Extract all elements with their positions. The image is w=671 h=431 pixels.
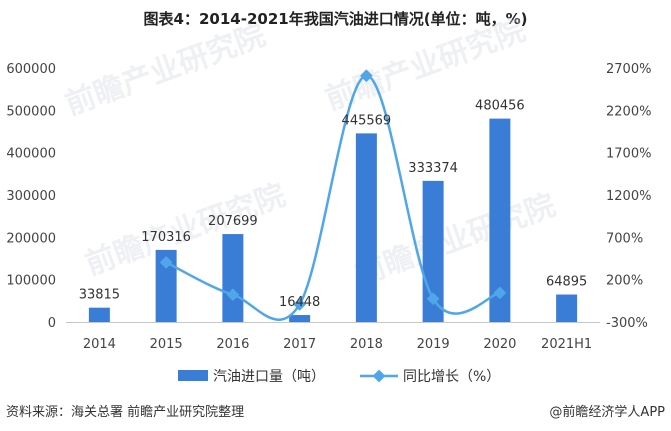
bar-value-label: 207699 xyxy=(208,214,258,229)
left-axis-tick-label: 200000 xyxy=(6,231,56,246)
bar xyxy=(556,294,578,322)
legend-line-marker xyxy=(372,369,386,383)
x-axis-tick-label: 2021H1 xyxy=(541,337,592,352)
left-axis-tick-label: 0 xyxy=(48,316,56,331)
x-axis-tick-label: 2016 xyxy=(216,337,249,352)
growth-point xyxy=(426,292,440,306)
growth-point xyxy=(226,288,240,302)
right-axis-tick-label: 700% xyxy=(606,231,643,246)
right-axis-tick-label: 1200% xyxy=(606,189,651,204)
bar-series xyxy=(88,118,578,322)
x-axis: 2014 2015 2016 2017 2018 2019 2020 2021H1 xyxy=(66,322,600,352)
left-axis-tick-label: 600000 xyxy=(6,62,56,77)
legend-bar-swatch xyxy=(178,370,208,381)
bar-value-labels: 33815 170316 207699 16448 445569 333374 480456… xyxy=(79,99,588,310)
x-axis-tick-label: 2018 xyxy=(350,337,383,352)
growth-point xyxy=(159,256,173,269)
left-axis: 0 100000 200000 300000 400000 500000 600000 xyxy=(6,62,56,331)
x-axis-tick-label: 2015 xyxy=(150,337,183,352)
source-note: 资料来源：海关总署 前瞻产业研究院整理 xyxy=(6,405,245,420)
bar xyxy=(222,234,244,322)
bar-value-label: 64895 xyxy=(546,275,587,290)
bar-value-label: 480456 xyxy=(475,99,525,114)
bar-value-label: 445569 xyxy=(342,113,392,128)
bar-value-label: 16448 xyxy=(279,295,320,310)
right-axis-tick-label: 200% xyxy=(606,274,643,289)
legend-bar-label: 汽油进口量（吨） xyxy=(213,369,325,385)
left-axis-tick-label: 500000 xyxy=(6,104,56,119)
growth-line-series xyxy=(159,69,507,321)
legend: 汽油进口量（吨） 同比增长（%） xyxy=(178,369,500,385)
bar xyxy=(289,315,311,322)
left-axis-tick-label: 300000 xyxy=(6,189,56,204)
growth-point xyxy=(293,298,306,311)
growth-point xyxy=(360,69,373,83)
watermark-text: 前瞻产业研究院 xyxy=(61,18,270,123)
bar xyxy=(155,249,177,322)
x-axis-tick-label: 2019 xyxy=(417,337,450,352)
x-axis-tick-label: 2020 xyxy=(483,337,516,352)
left-axis-tick-label: 400000 xyxy=(6,147,56,162)
bar-value-label: 333374 xyxy=(408,161,458,176)
bar-value-label: 33815 xyxy=(79,288,120,303)
brand-credit: @前瞻经济学人APP xyxy=(549,405,665,420)
growth-point xyxy=(493,286,507,300)
x-axis-tick-label: 2014 xyxy=(83,337,116,352)
legend-line-label: 同比增长（%） xyxy=(403,369,500,385)
bar xyxy=(88,307,110,322)
right-axis-tick-label: 2700% xyxy=(606,62,651,77)
right-axis-tick-label: 2200% xyxy=(606,104,651,119)
bar xyxy=(355,133,377,322)
watermark-text: 前瞻产业研究院 xyxy=(351,188,560,293)
bar-value-label: 170316 xyxy=(141,230,191,245)
x-axis-tick-label: 2017 xyxy=(283,337,316,352)
right-axis-tick-label: 1700% xyxy=(606,147,651,162)
right-axis-tick-label: -300% xyxy=(606,316,648,331)
right-axis: -300% 200% 700% 1200% 1700% 2200% 2700% xyxy=(606,62,651,331)
chart-title: 图表4：2014-2021年我国汽油进口情况(单位：吨，%) xyxy=(143,10,528,28)
bar xyxy=(489,118,511,322)
left-axis-tick-label: 100000 xyxy=(6,274,56,289)
